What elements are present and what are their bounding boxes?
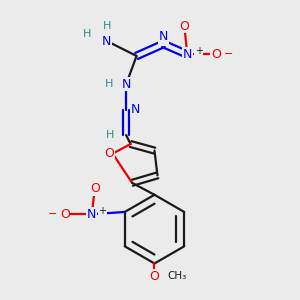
Text: O: O (149, 269, 159, 283)
Text: O: O (90, 182, 100, 195)
Text: −: − (224, 50, 233, 59)
Text: +: + (98, 206, 106, 216)
Text: N: N (159, 30, 168, 43)
Text: N: N (87, 208, 97, 221)
Text: N: N (102, 34, 111, 47)
Text: N: N (130, 103, 140, 116)
Text: O: O (211, 48, 220, 61)
Text: CH₃: CH₃ (167, 271, 187, 281)
Text: N: N (122, 78, 131, 91)
Text: H: H (83, 28, 92, 38)
Text: −: − (48, 209, 58, 219)
Text: +: + (195, 46, 203, 56)
Text: O: O (105, 147, 115, 160)
Text: O: O (60, 208, 70, 221)
Text: N: N (183, 48, 192, 61)
Text: H: H (105, 79, 113, 89)
Text: H: H (106, 130, 114, 140)
Text: O: O (179, 20, 189, 33)
Text: H: H (103, 21, 111, 31)
